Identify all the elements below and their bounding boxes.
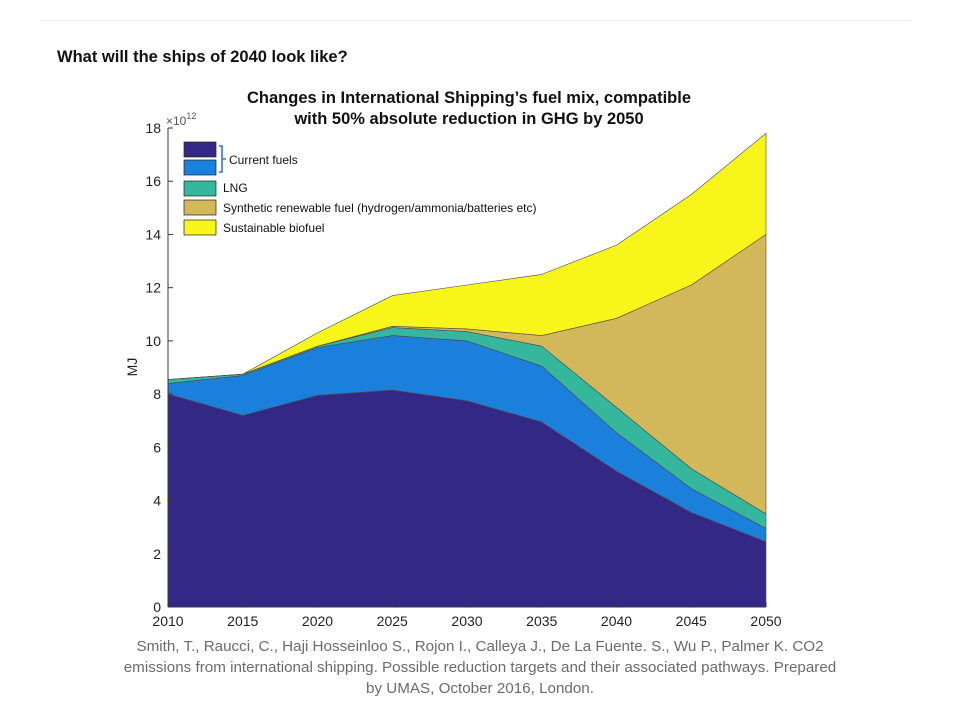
citation: Smith, T., Raucci, C., Haji Hosseinloo S… [40, 636, 920, 699]
legend-label-synthetic: Synthetic renewable fuel (hydrogen/ammon… [223, 201, 537, 215]
y-tick-label: 18 [145, 120, 161, 136]
legend: Current fuels LNG Synthetic renewable fu… [183, 141, 537, 236]
chart-title: Changes in International Shipping’s fuel… [247, 89, 691, 128]
y-axis-label: MJ [124, 358, 140, 377]
y-tick-label: 14 [145, 226, 161, 242]
y-tick-label: 2 [153, 546, 161, 562]
citation-line-1: Smith, T., Raucci, C., Haji Hosseinloo S… [136, 638, 824, 655]
x-tick-label: 2015 [227, 613, 258, 629]
y-tick-label: 8 [153, 386, 161, 402]
chart-title-line-2: with 50% absolute reduction in GHG by 20… [293, 110, 643, 128]
x-tick-label: 2030 [451, 613, 482, 629]
y-tick-label: 0 [153, 599, 161, 615]
legend-swatch-synthetic [183, 199, 217, 216]
citation-line-2: emissions from international shipping. P… [123, 659, 837, 676]
x-tick-label: 2020 [302, 613, 333, 629]
legend-label-biofuel: Sustainable biofuel [223, 221, 324, 235]
area-layers [167, 133, 767, 608]
y-tick-label: 4 [153, 493, 161, 509]
legend-swatch-current-fuels-2 [183, 159, 217, 176]
y-axis-ticks: 0 2 4 6 8 10 12 14 16 18 [145, 120, 173, 615]
x-tick-label: 2010 [152, 613, 183, 629]
legend-swatch-biofuel [183, 219, 217, 236]
citation-line-3: by UMAS, October 2016, London. [366, 680, 594, 697]
chart-title-line-1: Changes in International Shipping’s fuel… [247, 89, 691, 107]
y-tick-label: 12 [145, 280, 161, 296]
x-tick-label: 2040 [601, 613, 632, 629]
top-divider [40, 20, 910, 21]
x-axis-ticks: 2010 2015 2020 2025 2030 2035 2040 2045 2050 [152, 602, 782, 629]
x-tick-label: 2050 [750, 613, 781, 629]
legend-label-current-fuels: Current fuels [229, 153, 298, 167]
x-tick-label: 2025 [377, 613, 408, 629]
legend-swatch-lng [183, 180, 217, 197]
legend-bracket [219, 145, 226, 173]
page-heading: What will the ships of 2040 look like? [57, 48, 348, 66]
area-series-5 [167, 133, 767, 380]
y-tick-label: 16 [145, 173, 161, 189]
x-tick-label: 2035 [526, 613, 557, 629]
y-tick-label: 6 [153, 439, 161, 455]
legend-label-lng: LNG [223, 181, 248, 195]
y-multiplier: ×1012 [166, 111, 196, 128]
y-tick-label: 10 [145, 333, 161, 349]
x-tick-label: 2045 [676, 613, 707, 629]
legend-swatch-current-fuels-1 [183, 141, 217, 158]
